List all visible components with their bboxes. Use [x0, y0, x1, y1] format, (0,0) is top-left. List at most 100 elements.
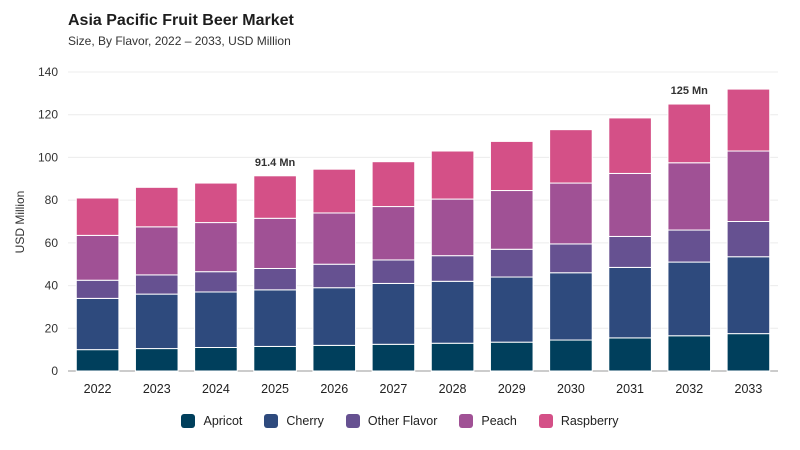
bar-segment — [549, 243, 593, 274]
bar-segment — [489, 190, 534, 250]
bar-segment — [134, 348, 179, 372]
bar-segment — [75, 279, 120, 299]
bar-segment — [312, 212, 357, 265]
bar-segment — [312, 263, 357, 289]
bar-segment — [726, 150, 771, 222]
y-axis-label: USD Million — [13, 191, 27, 254]
bar-segment — [549, 339, 593, 372]
bar-segment — [667, 103, 712, 164]
bar-segment — [726, 88, 771, 152]
legend-swatch — [181, 414, 196, 428]
y-tick-label: 140 — [38, 65, 58, 79]
bar-segment — [312, 344, 357, 372]
axis-layer: 0 20 40 60 80 100 120 140 2022 2023 2024 2025 2026 20… — [38, 65, 762, 396]
bar-segment — [253, 345, 297, 372]
bar-segment — [75, 297, 120, 351]
bar-segment — [549, 129, 593, 184]
legend-item: Cherry — [264, 414, 324, 428]
bar-segment — [194, 347, 238, 372]
data-label: 91.4 Mn — [255, 157, 296, 169]
bar-segment — [726, 256, 771, 335]
legend-swatch — [459, 414, 474, 428]
bar-segment — [75, 349, 120, 372]
bar-segment — [430, 280, 475, 344]
bar-segment — [430, 255, 475, 282]
legend-label: Raspberry — [560, 414, 619, 428]
bars-layer — [75, 88, 771, 372]
bar-segment — [194, 271, 238, 293]
bar-segment — [312, 168, 357, 214]
legend-swatch — [538, 414, 553, 428]
x-tick-label: 2028 — [439, 382, 467, 396]
x-tick-label: 2033 — [735, 382, 763, 396]
legend-item: Other Flavor — [345, 414, 438, 428]
bar-segment — [489, 276, 534, 343]
bar-segment — [253, 289, 297, 347]
bar-segment — [667, 229, 712, 263]
legend-label: Apricot — [203, 414, 243, 428]
bar-segment — [667, 335, 712, 372]
bar-segment — [134, 293, 179, 350]
x-tick-label: 2027 — [380, 382, 408, 396]
bar-segment — [371, 206, 416, 261]
bar-segment — [253, 267, 297, 291]
x-tick-label: 2025 — [261, 382, 289, 396]
grid-layer — [68, 71, 778, 372]
bar-segment — [134, 186, 179, 228]
bar-segment — [430, 342, 475, 372]
chart-subtitle: Size, By Flavor, 2022 – 2033, USD Millio… — [68, 34, 291, 48]
bar-segment — [194, 291, 238, 349]
x-tick-label: 2024 — [202, 382, 230, 396]
y-tick-label: 0 — [51, 364, 58, 378]
bar-segment — [134, 226, 179, 276]
y-tick-label: 60 — [45, 236, 59, 250]
legend-swatch — [345, 414, 360, 428]
bar-segment — [608, 266, 652, 339]
bar-segment — [371, 343, 416, 372]
bar-segment — [608, 172, 652, 237]
x-tick-label: 2030 — [557, 382, 585, 396]
chart-title: Asia Pacific Fruit Beer Market — [68, 12, 294, 29]
bar-segment — [253, 217, 297, 269]
bar-segment — [608, 235, 652, 268]
legend-swatch — [264, 414, 279, 428]
data-label: 125 Mn — [671, 85, 709, 97]
bar-segment — [667, 261, 712, 337]
legend-label: Other Flavor — [367, 414, 438, 428]
bar-segment — [75, 234, 120, 281]
legend-item: Raspberry — [538, 414, 619, 428]
y-tick-label: 20 — [45, 321, 59, 335]
x-tick-label: 2026 — [320, 382, 348, 396]
bar-segment — [726, 333, 771, 372]
bar-segment — [371, 259, 416, 284]
bar-segment — [489, 140, 534, 192]
bar-segment — [430, 198, 475, 257]
legend-item: Peach — [459, 414, 517, 428]
legend: Apricot Cherry Other Flavor Peach Raspberry — [0, 414, 800, 428]
bar-segment — [608, 117, 652, 174]
bar-segment — [608, 337, 652, 372]
legend-label: Peach — [481, 414, 517, 428]
x-tick-label: 2023 — [143, 382, 171, 396]
x-tick-label: 2031 — [616, 382, 644, 396]
y-tick-label: 40 — [45, 279, 59, 293]
bar-segment — [489, 341, 534, 372]
x-tick-label: 2022 — [84, 382, 112, 396]
bar-segment — [194, 222, 238, 273]
legend-label: Cherry — [286, 414, 324, 428]
y-tick-label: 120 — [38, 108, 58, 122]
bar-segment — [549, 272, 593, 341]
bar-segment — [194, 182, 238, 224]
bar-segment — [253, 175, 297, 219]
bar-segment — [549, 182, 593, 245]
bar-segment — [667, 162, 712, 231]
x-tick-label: 2032 — [675, 382, 703, 396]
x-tick-label: 2029 — [498, 382, 526, 396]
bar-segment — [134, 274, 179, 295]
y-tick-label: 80 — [45, 193, 59, 207]
y-tick-label: 100 — [38, 150, 58, 164]
bar-segment — [75, 197, 120, 236]
bar-segment — [430, 150, 475, 200]
